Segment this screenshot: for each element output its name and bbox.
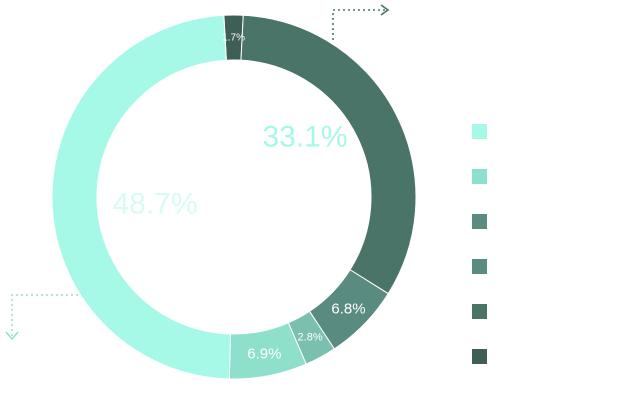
legend-swatch bbox=[472, 124, 487, 139]
legend-swatch bbox=[472, 304, 487, 319]
top-right-arrow-annotation bbox=[332, 9, 386, 40]
slice-data-label: 33.1% bbox=[262, 121, 347, 154]
donut-slice bbox=[240, 14, 417, 295]
legend-swatch bbox=[472, 349, 487, 364]
legend-item bbox=[472, 169, 487, 184]
slice-data-label: 6.8% bbox=[331, 300, 365, 317]
legend bbox=[472, 124, 487, 364]
legend-item bbox=[472, 349, 487, 364]
slice-label-group: 1.7% 33.1% 6.8% 2.8% 6.9% 48.7% bbox=[112, 33, 365, 363]
slice-group bbox=[51, 14, 417, 380]
top-right-arrow-icon bbox=[380, 4, 390, 16]
slice-data-label: 6.9% bbox=[247, 346, 281, 363]
slice-data-label: 48.7% bbox=[112, 188, 197, 221]
left-arrow-down-icon bbox=[5, 331, 19, 341]
legend-item bbox=[472, 124, 487, 139]
slice-data-label: 1.7% bbox=[222, 33, 245, 44]
legend-item bbox=[472, 214, 487, 229]
donut-slice bbox=[51, 14, 231, 380]
legend-item bbox=[472, 259, 487, 274]
left-arrow-annotation bbox=[11, 294, 78, 336]
legend-swatch bbox=[472, 259, 487, 274]
legend-swatch bbox=[472, 169, 487, 184]
slice-data-label: 2.8% bbox=[298, 332, 323, 344]
legend-swatch bbox=[472, 214, 487, 229]
legend-item bbox=[472, 304, 487, 319]
